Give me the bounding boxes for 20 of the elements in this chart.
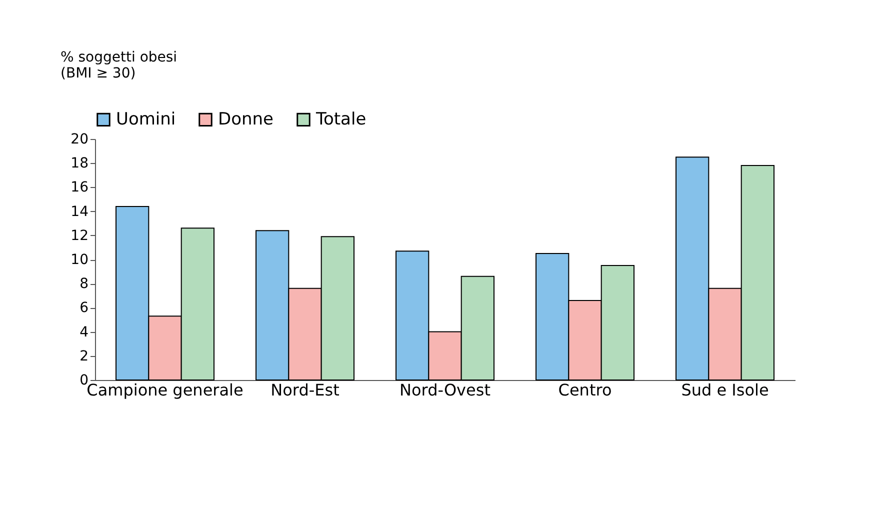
- x-tick-label: Centro: [558, 380, 612, 400]
- y-tick-label: 6: [80, 300, 89, 316]
- y-tick-label: 12: [70, 228, 88, 244]
- x-tick-label: Nord-Est: [270, 380, 340, 400]
- y-tick-label: 10: [70, 252, 88, 268]
- legend-label: Uomini: [116, 110, 176, 130]
- y-tick-label: 16: [70, 180, 89, 196]
- x-tick-label: Campione generale: [86, 380, 244, 400]
- y-tick-label: 14: [70, 204, 89, 220]
- y-axis-title: % soggetti obesi (BMI ≥ 30): [60, 50, 178, 82]
- y-tick-label: 18: [70, 156, 88, 172]
- y-tick-label: 2: [80, 348, 88, 364]
- x-tick-label: Nord-Ovest: [400, 380, 490, 400]
- legend-label: Donne: [218, 110, 274, 130]
- legend-label: Totale: [315, 110, 366, 130]
- y-tick-label: 20: [70, 132, 88, 148]
- y-tick-label: 8: [80, 276, 88, 292]
- y-tick-label: 0: [80, 372, 88, 388]
- y-tick-label: 4: [80, 324, 89, 340]
- x-tick-label: Sud e Isole: [681, 380, 769, 400]
